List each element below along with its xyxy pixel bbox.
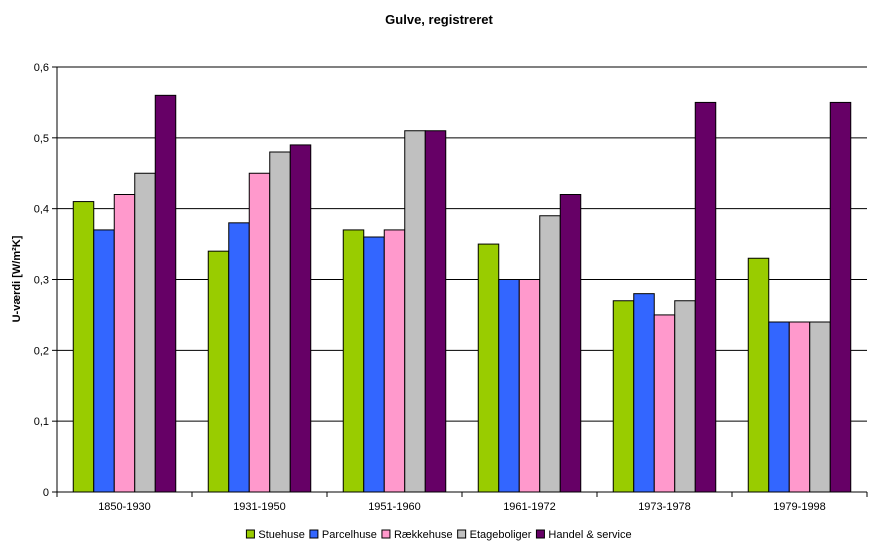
- bar-rækkehuse-1951-1960: [383, 229, 406, 493]
- legend-swatch: [457, 529, 467, 539]
- bar-stuehuse-1973-1978: [612, 300, 635, 493]
- legend: Stuehuse Parcelhuse Rækkehuse Etageboliger H…: [245, 529, 632, 541]
- bar-rækkehuse-1961-1972: [518, 279, 541, 493]
- bar-handel-service-1951-1960: [424, 130, 447, 493]
- bar-etageboliger-1931-1950: [269, 151, 291, 493]
- bar-stuehuse-1850-1930: [72, 201, 95, 493]
- bar-handel-service-1973-1978: [694, 101, 717, 493]
- y-tick-label: 0,4: [34, 204, 49, 216]
- x-tick-label: 1931-1950: [233, 501, 286, 513]
- bar-handel-service-1961-1972: [559, 194, 582, 493]
- y-tick-label: 0,1: [34, 416, 49, 428]
- bar-etageboliger-1951-1960: [404, 130, 426, 493]
- bar-parcelhuse-1951-1960: [363, 236, 385, 493]
- legend-label: Etageboliger: [470, 529, 532, 541]
- bars: [72, 94, 852, 493]
- x-tick-label: 1951-1960: [368, 501, 421, 513]
- y-tick-label: 0,3: [34, 275, 49, 287]
- x-tick-labels: 1850-1930 1931-1950 1951-1960 1961-1972 1973…: [98, 501, 826, 513]
- gridlines: [57, 66, 867, 422]
- legend-swatch: [309, 529, 319, 539]
- x-tick-label: 1973-1978: [638, 501, 691, 513]
- bar-stuehuse-1961-1972: [477, 243, 500, 493]
- legend-swatch: [381, 529, 391, 539]
- legend-label: Stuehuse: [258, 529, 304, 541]
- axes: [52, 66, 868, 497]
- x-tick-label: 1850-1930: [98, 501, 151, 513]
- bar-parcelhuse-1961-1972: [498, 279, 520, 493]
- y-tick-label: 0,2: [34, 345, 49, 357]
- bar-parcelhuse-1979-1998: [768, 321, 790, 493]
- y-tick-label: 0,5: [34, 133, 49, 145]
- y-tick-label: 0: [43, 487, 49, 499]
- bar-rækkehuse-1850-1930: [113, 194, 136, 493]
- bar-handel-service-1979-1998: [829, 101, 852, 493]
- legend-label: Parcelhuse: [322, 529, 377, 541]
- legend-label: Handel & service: [548, 529, 631, 541]
- bar-handel-service-1931-1950: [289, 144, 312, 493]
- bar-stuehuse-1951-1960: [342, 229, 365, 493]
- chart-title: Gulve, registreret: [385, 12, 493, 27]
- y-tick-labels: 0 0,1 0,2 0,3 0,4 0,5 0,6: [34, 62, 49, 499]
- x-tick-label: 1979-1998: [773, 501, 826, 513]
- y-axis-title: U-værdi [W/m²K]: [11, 235, 23, 322]
- legend-swatch: [535, 529, 545, 539]
- bar-etageboliger-1979-1998: [809, 321, 831, 493]
- legend-label: Rækkehuse: [394, 529, 453, 541]
- bar-rækkehuse-1931-1950: [248, 172, 271, 493]
- bar-etageboliger-1973-1978: [674, 300, 696, 493]
- bar-rækkehuse-1973-1978: [653, 314, 676, 493]
- bar-stuehuse-1979-1998: [747, 257, 770, 493]
- bar-handel-service-1850-1930: [154, 94, 177, 493]
- bar-parcelhuse-1850-1930: [93, 229, 115, 493]
- bar-rækkehuse-1979-1998: [788, 321, 811, 493]
- bar-parcelhuse-1931-1950: [228, 222, 250, 493]
- y-tick-label: 0,6: [34, 62, 49, 74]
- bar-parcelhuse-1973-1978: [633, 293, 655, 493]
- legend-swatch: [245, 529, 255, 539]
- bar-stuehuse-1931-1950: [207, 250, 230, 493]
- x-tick-label: 1961-1972: [503, 501, 556, 513]
- bar-etageboliger-1961-1972: [539, 215, 561, 493]
- bar-etageboliger-1850-1930: [134, 172, 156, 493]
